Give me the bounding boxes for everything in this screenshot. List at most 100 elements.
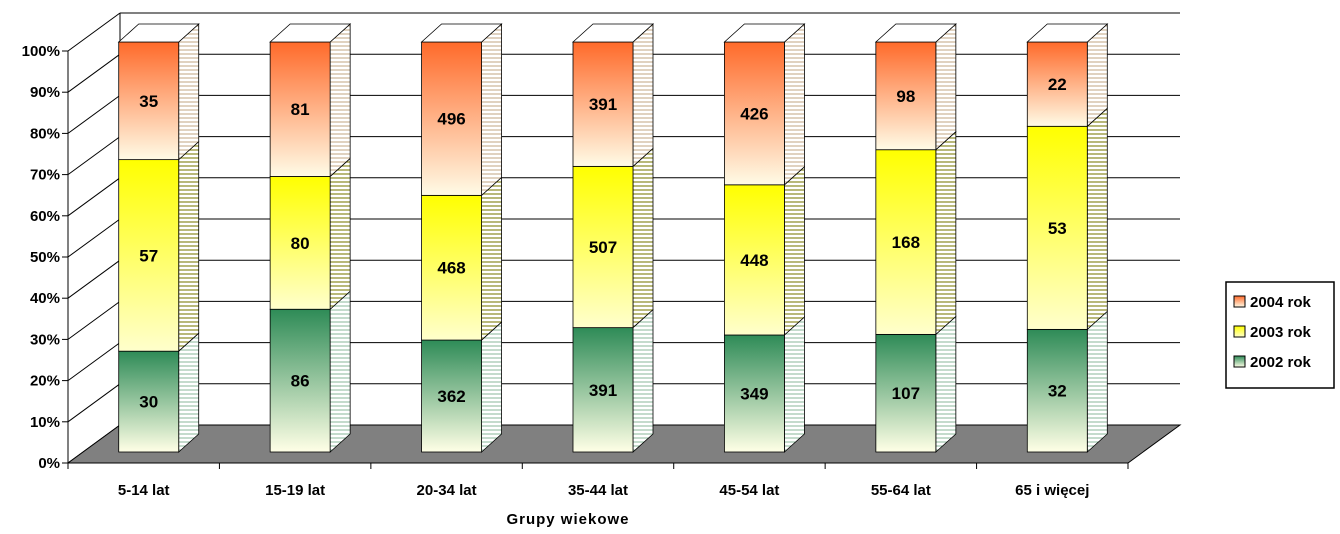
bar-segment bbox=[875, 41, 937, 151]
bar-segment bbox=[269, 176, 331, 310]
x-tick-label: 5-14 lat bbox=[118, 482, 170, 499]
bar-segment bbox=[572, 165, 634, 329]
y-tick-label: 100% bbox=[22, 43, 60, 60]
legend-swatch bbox=[1233, 355, 1246, 368]
bar-segment bbox=[421, 339, 482, 453]
bar-side bbox=[178, 23, 200, 161]
bar-segment bbox=[269, 41, 331, 177]
y-tick-label: 10% bbox=[30, 414, 60, 431]
data-label: 53 bbox=[1048, 219, 1067, 238]
legend-swatch bbox=[1233, 325, 1246, 338]
bar-segment bbox=[118, 350, 180, 453]
data-label: 168 bbox=[892, 233, 920, 252]
bar-side bbox=[784, 165, 805, 336]
gridline-side bbox=[67, 383, 121, 423]
data-label: 32 bbox=[1048, 382, 1067, 401]
data-label: 426 bbox=[740, 104, 768, 123]
data-label: 80 bbox=[291, 234, 310, 253]
x-tick-label: 45-54 lat bbox=[719, 482, 779, 499]
bar-top bbox=[420, 23, 503, 43]
y-tick-label: 80% bbox=[30, 125, 60, 142]
data-label: 86 bbox=[291, 372, 310, 391]
bar-top bbox=[1026, 23, 1109, 43]
y-tick-label: 30% bbox=[30, 331, 60, 348]
y-tick-label: 60% bbox=[30, 208, 60, 225]
data-label: 22 bbox=[1048, 75, 1067, 94]
legend-label: 2004 rok bbox=[1250, 294, 1312, 311]
chart-axes: 5-14 lat 15-19 lat 20-34 lat 35-44 lat 45-54… bbox=[22, 43, 1129, 499]
bar-top bbox=[571, 23, 655, 43]
x-tick-label: 15-19 lat bbox=[265, 482, 325, 499]
bar-top bbox=[723, 23, 806, 43]
bar-side bbox=[481, 23, 502, 197]
bar-segment bbox=[572, 327, 634, 453]
bar-segment bbox=[572, 41, 634, 167]
gridline-side bbox=[67, 12, 121, 52]
bar-side bbox=[935, 130, 957, 336]
bar-top bbox=[269, 23, 352, 43]
chart-bars: 30 57 35 86 80 81 362 468 496 391 507 391 349 448 426 1… bbox=[117, 23, 1109, 453]
gridline-side bbox=[67, 300, 121, 340]
bar-top bbox=[117, 23, 200, 43]
bar-segment bbox=[875, 149, 937, 335]
bar-side bbox=[632, 23, 654, 168]
x-axis-title: Grupy wiekowe bbox=[506, 511, 629, 528]
bar-segment bbox=[1026, 125, 1088, 330]
y-tick-label: 70% bbox=[30, 167, 60, 184]
x-tick-label: 35-44 lat bbox=[568, 482, 628, 499]
data-label: 391 bbox=[589, 95, 617, 114]
bar-side bbox=[481, 321, 502, 453]
bar-segment bbox=[724, 41, 785, 186]
gridline-side bbox=[67, 53, 121, 93]
bar-side bbox=[784, 23, 805, 186]
bar-segment bbox=[875, 333, 937, 453]
bar-segment bbox=[1026, 41, 1088, 127]
bar-side bbox=[935, 315, 957, 453]
bar-side bbox=[1086, 310, 1108, 453]
bar-side bbox=[178, 332, 200, 453]
data-label: 35 bbox=[139, 92, 158, 111]
gridline-side bbox=[67, 342, 121, 382]
bar-side bbox=[329, 290, 351, 453]
y-tick-label: 20% bbox=[30, 373, 60, 390]
data-label: 107 bbox=[892, 384, 920, 403]
data-label: 81 bbox=[291, 100, 310, 119]
gridline-side bbox=[67, 259, 121, 299]
bar-side bbox=[935, 23, 957, 151]
bar-segment bbox=[421, 41, 482, 196]
legend-swatch bbox=[1233, 295, 1246, 308]
data-label: 448 bbox=[740, 251, 768, 270]
gridline-side bbox=[67, 94, 121, 134]
bar-side bbox=[329, 157, 351, 311]
legend-label: 2002 rok bbox=[1250, 354, 1312, 371]
bar-side bbox=[632, 308, 654, 453]
bar-segment bbox=[118, 41, 180, 161]
data-label: 391 bbox=[589, 381, 617, 400]
data-label: 98 bbox=[896, 87, 915, 106]
y-tick-label: 0% bbox=[38, 455, 60, 472]
bar-segment bbox=[724, 184, 785, 336]
data-label: 349 bbox=[740, 385, 768, 404]
bar-side bbox=[784, 316, 805, 453]
data-label: 496 bbox=[437, 110, 465, 129]
data-label: 507 bbox=[589, 238, 617, 257]
bar-segment bbox=[118, 159, 180, 352]
bar-top bbox=[874, 23, 957, 43]
chart-legend: 2004 rok 2003 rok 2002 rok bbox=[1225, 281, 1335, 389]
bar-side bbox=[1086, 107, 1108, 331]
bar-side bbox=[178, 140, 200, 353]
gridline-side bbox=[67, 218, 121, 258]
data-label: 30 bbox=[139, 393, 158, 412]
bar-side bbox=[481, 176, 502, 341]
bar-segment bbox=[421, 194, 482, 341]
bar-side bbox=[329, 23, 351, 178]
gridline-side bbox=[67, 136, 121, 176]
y-tick-label: 40% bbox=[30, 290, 60, 307]
bar-side bbox=[632, 147, 654, 329]
x-tick-label: 55-64 lat bbox=[871, 482, 931, 499]
bar-segment bbox=[269, 308, 331, 453]
bar-segment bbox=[724, 334, 785, 453]
x-tick-label: 65 i więcej bbox=[1015, 482, 1089, 499]
gridline-side bbox=[67, 177, 121, 217]
